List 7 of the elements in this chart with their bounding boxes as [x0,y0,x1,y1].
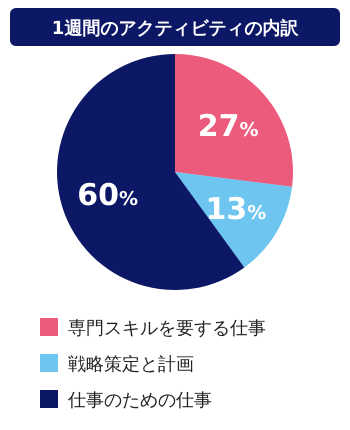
data-label: 27% [198,109,259,144]
chart-title: 1週間のアクティビティの内訳 [52,18,300,39]
legend-label: 戦略策定と計画 [68,354,194,375]
data-label: 60% [77,178,138,213]
data-label: 13% [206,192,266,228]
legend-label: 専門スキルを要する仕事 [68,318,266,339]
legend-label: 仕事のための仕事 [67,390,212,411]
